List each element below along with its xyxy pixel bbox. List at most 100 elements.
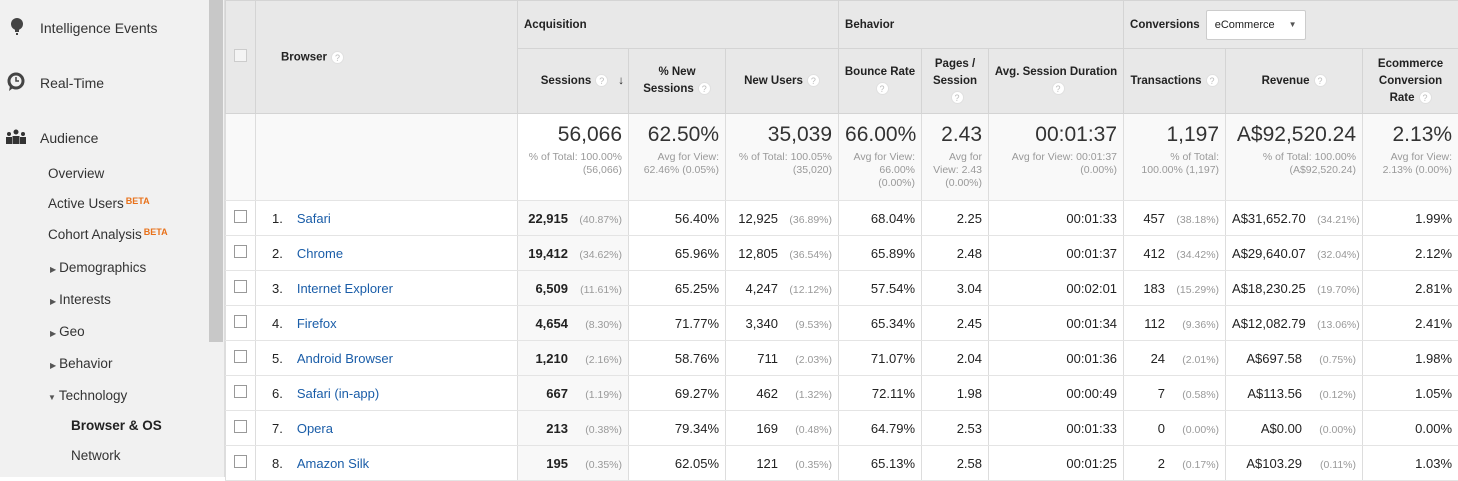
browser-cell: 1.Safari [256, 201, 518, 236]
nav-real-time[interactable]: Real-Time [7, 73, 104, 93]
new-users-value: 12,925 [738, 211, 778, 226]
transactions-value: 24 [1151, 351, 1165, 366]
help-icon[interactable]: ? [698, 82, 711, 95]
nav-interests[interactable]: ▶Interests [50, 292, 111, 307]
help-icon[interactable]: ? [1052, 82, 1065, 95]
column-header-sessions[interactable]: Sessions?↓ [518, 49, 629, 114]
sidebar-scrollbar[interactable] [209, 0, 225, 477]
help-icon[interactable]: ? [595, 74, 608, 87]
total-value: 1,197 [1130, 124, 1219, 146]
column-header-ecommerce-conversion-rate[interactable]: Ecommerce Conversion Rate? [1363, 49, 1458, 114]
nav-label: Active Users [48, 196, 124, 211]
pages-session-cell: 2.25 [922, 201, 989, 236]
row-checkbox[interactable] [234, 245, 247, 258]
duration-cell: 00:01:37 [989, 236, 1124, 271]
nav-intelligence-events[interactable]: Intelligence Events [10, 18, 158, 38]
pages-session-value: 2.04 [957, 351, 982, 366]
browser-cell: 4.Firefox [256, 306, 518, 341]
new-users-value: 12,805 [738, 246, 778, 261]
total-note: Avg for View: 2.43 (0.00%) [928, 151, 982, 190]
nav-network[interactable]: Network [71, 448, 121, 463]
revenue-value: A$0.00 [1261, 421, 1302, 436]
browser-link[interactable]: Android Browser [297, 351, 393, 366]
help-icon[interactable]: ? [807, 74, 820, 87]
row-checkbox[interactable] [234, 455, 247, 468]
transactions-value: 0 [1158, 421, 1165, 436]
transactions-cell: 457(38.18%) [1124, 201, 1226, 236]
browser-link[interactable]: Internet Explorer [297, 281, 393, 296]
nav-behavior[interactable]: ▶Behavior [50, 356, 112, 371]
column-header-avg-session-duration[interactable]: Avg. Session Duration? [989, 49, 1124, 114]
help-icon[interactable]: ? [1314, 74, 1327, 87]
conversion-select[interactable]: eCommerce▼ [1206, 10, 1306, 40]
conversion-rate-value: 1.99% [1415, 211, 1452, 226]
row-checkbox[interactable] [234, 350, 247, 363]
new-users-percent: (36.54%) [780, 249, 832, 261]
row-rank: 8. [272, 456, 283, 471]
nav-browser-os[interactable]: Browser & OS [71, 418, 162, 433]
row-rank: 6. [272, 386, 283, 401]
new-users-value: 4,247 [745, 281, 778, 296]
header-label: Avg. Session Duration [995, 66, 1117, 78]
transactions-percent: (15.29%) [1167, 284, 1219, 296]
revenue-cell: A$103.29(0.11%) [1226, 446, 1363, 481]
browser-header[interactable]: Browser? [256, 1, 518, 114]
header-label: Ecommerce Conversion Rate [1378, 58, 1443, 104]
duration-cell: 00:02:01 [989, 271, 1124, 306]
column-header-new-users[interactable]: New Users? [726, 49, 839, 114]
help-icon[interactable]: ? [1206, 74, 1219, 87]
row-checkbox[interactable] [234, 210, 247, 223]
new-users-percent: (36.89%) [780, 214, 832, 226]
total-new-users: 35,039% of Total: 100.05% (35,020) [726, 114, 839, 201]
browser-link[interactable]: Safari (in-app) [297, 386, 379, 401]
column-header-bounce-rate[interactable]: Bounce Rate? [839, 49, 922, 114]
column-header-new-sessions[interactable]: % New Sessions? [629, 49, 726, 114]
new-users-percent: (9.53%) [780, 319, 832, 331]
row-checkbox[interactable] [234, 280, 247, 293]
select-all-checkbox[interactable] [234, 49, 247, 62]
transactions-cell: 412(34.42%) [1124, 236, 1226, 271]
row-rank: 5. [272, 351, 283, 366]
pages-session-cell: 3.04 [922, 271, 989, 306]
nav-audience[interactable]: Audience [5, 128, 98, 148]
browser-link[interactable]: Amazon Silk [297, 456, 369, 471]
new-sessions-value: 79.34% [675, 421, 719, 436]
revenue-value: A$31,652.70 [1232, 211, 1306, 226]
table-row: 6.Safari (in-app)667(1.19%)69.27%462(1.3… [226, 376, 1458, 411]
revenue-percent: (19.70%) [1308, 284, 1360, 296]
new-users-percent: (0.35%) [780, 459, 832, 471]
pages-session-value: 1.98 [957, 386, 982, 401]
browser-link[interactable]: Chrome [297, 246, 343, 261]
help-icon[interactable]: ? [331, 51, 344, 64]
revenue-percent: (32.04%) [1308, 249, 1360, 261]
row-checkbox[interactable] [234, 420, 247, 433]
new-sessions-value: 65.25% [675, 281, 719, 296]
nav-technology[interactable]: ▼Technology [48, 388, 127, 403]
help-icon[interactable]: ? [876, 82, 889, 95]
scrollbar-thumb[interactable] [209, 0, 223, 342]
help-icon[interactable]: ? [951, 91, 964, 104]
sessions-value: 19,412 [528, 246, 568, 261]
total-bounce-rate: 66.00%Avg for View: 66.00% (0.00%) [839, 114, 922, 201]
total-note: % of Total: 100.00% (1,197) [1130, 151, 1219, 177]
revenue-percent: (0.75%) [1304, 354, 1356, 366]
conversion-rate-value: 1.05% [1415, 386, 1452, 401]
browser-link[interactable]: Safari [297, 211, 331, 226]
transactions-cell: 183(15.29%) [1124, 271, 1226, 306]
help-icon[interactable]: ? [1419, 91, 1432, 104]
column-header-pages-session[interactable]: Pages / Session? [922, 49, 989, 114]
duration-cell: 00:01:34 [989, 306, 1124, 341]
nav-overview[interactable]: Overview [48, 166, 104, 181]
browser-link[interactable]: Firefox [297, 316, 337, 331]
browser-link[interactable]: Opera [297, 421, 333, 436]
nav-geo[interactable]: ▶Geo [50, 324, 85, 339]
sort-desc-icon[interactable]: ↓ [618, 75, 624, 87]
nav-demographics[interactable]: ▶Demographics [50, 260, 146, 275]
row-checkbox[interactable] [234, 385, 247, 398]
revenue-value: A$697.58 [1246, 351, 1302, 366]
row-checkbox[interactable] [234, 315, 247, 328]
column-header-revenue[interactable]: Revenue? [1226, 49, 1363, 114]
column-header-transactions[interactable]: Transactions? [1124, 49, 1226, 114]
